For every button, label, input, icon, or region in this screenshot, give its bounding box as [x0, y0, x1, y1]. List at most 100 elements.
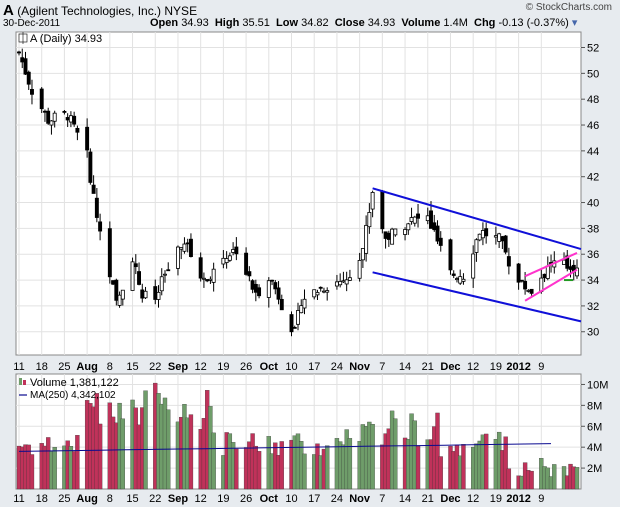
candle-body — [42, 110, 47, 113]
candle-body — [253, 283, 258, 293]
candle-body — [458, 276, 463, 284]
candle-body — [133, 263, 138, 268]
candle-body — [438, 237, 443, 246]
x-tick-label: 14 — [399, 361, 411, 373]
close-value: 34.93 — [367, 17, 396, 29]
price-stats: Open 34.93 High 35.51 Low 34.82 Close 34… — [150, 16, 577, 29]
volume-ma-line — [18, 443, 552, 452]
candle-body — [448, 239, 453, 271]
chg-value: -0.13 (-0.37%) — [498, 17, 569, 29]
candle-body — [321, 290, 326, 293]
price-tick-label: 52 — [587, 43, 599, 55]
candle-body — [526, 289, 531, 292]
volume-tick-label: 8M — [587, 400, 602, 412]
volume-legend-icon — [19, 378, 22, 385]
candle-body — [65, 117, 70, 121]
candle-body — [432, 222, 437, 231]
volume-bar — [302, 453, 307, 490]
candle-body — [461, 278, 466, 282]
close-label: Close — [334, 17, 365, 29]
candle-body — [416, 213, 420, 219]
x-tick-label: 18 — [36, 493, 48, 505]
candle-body — [179, 247, 184, 250]
candle-body — [221, 257, 226, 265]
chevron-down-icon[interactable]: ▾ — [571, 17, 578, 29]
volume-bar — [29, 454, 35, 490]
volume-tick-label: 6M — [587, 421, 602, 433]
volume-legend-icon-down — [23, 380, 26, 385]
x-tick-label: 10 — [285, 361, 297, 373]
candle-body — [484, 228, 489, 237]
candle-body — [406, 223, 411, 231]
candle-body — [299, 305, 304, 314]
x-tick-label: 12 — [195, 361, 207, 373]
volume-bar — [256, 451, 262, 490]
x-tick-label: 19 — [217, 493, 229, 505]
volume-bar — [370, 424, 375, 490]
x-tick-label: Dec — [440, 361, 460, 373]
candle-body — [52, 112, 57, 122]
exchange: NYSE — [164, 4, 198, 18]
candle-body — [315, 292, 320, 296]
candle-body — [244, 252, 249, 275]
candle-body — [30, 89, 34, 95]
candle-body — [114, 279, 119, 301]
volume-bars — [16, 382, 580, 490]
volume-tick-label: 4M — [587, 442, 602, 454]
candle-body — [296, 310, 300, 325]
candle-body — [412, 216, 417, 224]
chart-header: A (Agilent Technologies, Inc.) NYSE 30-D… — [0, 0, 620, 32]
candle-body — [107, 228, 112, 278]
candle-body — [542, 273, 547, 279]
candle-body — [46, 110, 51, 124]
candle-body — [250, 280, 255, 290]
x-tick-label: 2012 — [506, 361, 530, 373]
volume-bar — [484, 433, 489, 490]
candle-body — [159, 276, 164, 292]
candle-body — [68, 115, 73, 123]
low-value: 34.82 — [301, 17, 329, 29]
candle-body — [137, 271, 141, 285]
x-tick-label: Sep — [168, 493, 188, 505]
price-tick-label: 50 — [587, 68, 599, 80]
price-tick-label: 34 — [587, 275, 599, 287]
channel-upper-line — [372, 187, 582, 251]
symbol: A — [3, 2, 14, 19]
price-tick-label: 38 — [587, 223, 599, 235]
candle-body — [91, 184, 96, 194]
company-name: (Agilent Technologies, Inc.) — [17, 4, 162, 18]
candle-body — [276, 287, 281, 300]
x-tick-label: 17 — [308, 493, 320, 505]
volume-bar — [574, 467, 580, 490]
candle-body — [367, 212, 372, 228]
high-value: 35.51 — [242, 17, 270, 29]
x-tick-label: 25 — [58, 493, 70, 505]
candle-body — [185, 242, 190, 245]
volume-bar — [120, 418, 125, 490]
candle-body — [266, 280, 271, 298]
candle-body — [153, 286, 158, 300]
candle-body — [94, 197, 99, 218]
volume-label: Volume — [401, 17, 441, 29]
candle-body — [176, 246, 180, 269]
open-label: Open — [150, 17, 179, 29]
wedge-upper-line — [524, 252, 578, 278]
candle-body — [20, 57, 25, 63]
x-tick-label: 9 — [538, 361, 544, 373]
price-tick-label: 36 — [587, 249, 599, 261]
ma-legend-label: MA(250) 4,342,102 — [30, 390, 116, 401]
volume-bar — [325, 445, 330, 490]
x-tick-label: Oct — [260, 493, 279, 505]
candle-body — [289, 314, 294, 333]
candle-body — [85, 126, 90, 151]
x-tick-label: 15 — [126, 361, 138, 373]
candle-body — [292, 326, 297, 329]
x-tick-label: Aug — [76, 493, 97, 505]
candle-body — [370, 192, 375, 210]
x-tick-label: 19 — [217, 361, 229, 373]
price-tick-label: 30 — [587, 327, 599, 339]
volume-bar — [97, 423, 103, 490]
x-tick-label: 12 — [195, 493, 207, 505]
candle-body — [480, 230, 485, 239]
